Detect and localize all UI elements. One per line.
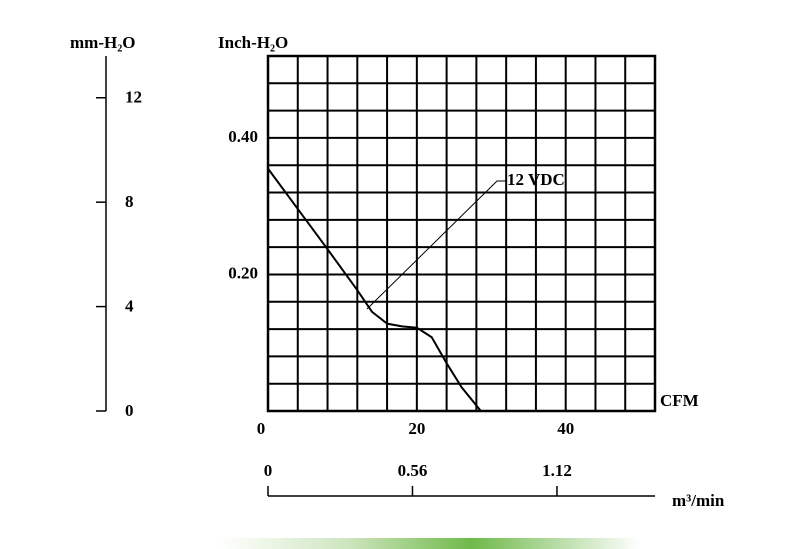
x2-tick-label: 0.56	[398, 461, 428, 480]
series-label: 12 VDC	[507, 170, 565, 189]
curve	[267, 168, 482, 412]
x2-tick-label: 0	[264, 461, 273, 480]
y2-tick-label: 0	[125, 401, 134, 420]
x2-label: m³/min	[672, 491, 725, 510]
x-tick-label: 20	[408, 419, 425, 438]
y2-tick-label: 12	[125, 88, 142, 107]
leader-line	[366, 180, 507, 310]
y-tick-label: 0.20	[228, 263, 258, 282]
x-tick-label: 40	[557, 419, 574, 438]
y2-label: mm-H₂O	[70, 33, 136, 52]
y-tick-label: 0.40	[228, 127, 258, 146]
x-tick-label: 0	[257, 419, 266, 438]
decor-band	[220, 538, 640, 549]
y2-tick-label: 8	[125, 192, 134, 211]
y-label: Inch-H₂O	[218, 33, 288, 52]
y2-tick-label: 4	[125, 296, 134, 315]
x-label: CFM	[660, 391, 699, 410]
x2-tick-label: 1.12	[542, 461, 572, 480]
plot-frame	[266, 54, 657, 413]
